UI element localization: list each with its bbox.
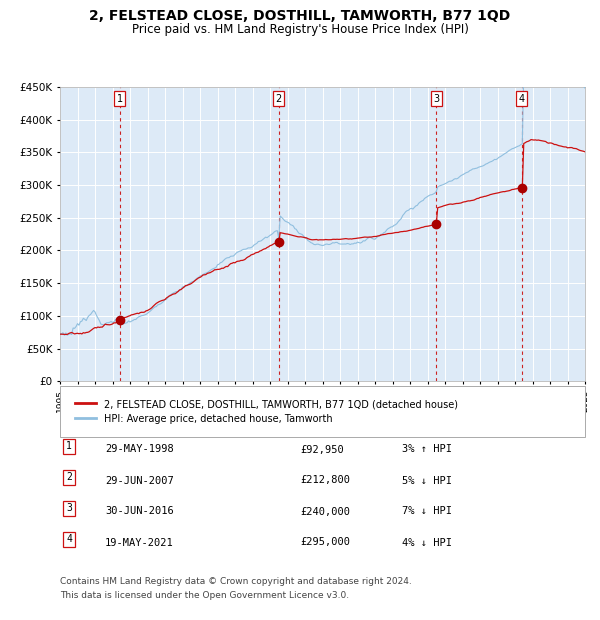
Text: 3% ↑ HPI: 3% ↑ HPI — [402, 445, 452, 454]
Text: 29-JUN-2007: 29-JUN-2007 — [105, 476, 174, 485]
Text: 2, FELSTEAD CLOSE, DOSTHILL, TAMWORTH, B77 1QD: 2, FELSTEAD CLOSE, DOSTHILL, TAMWORTH, B… — [89, 9, 511, 24]
Text: 3: 3 — [66, 503, 72, 513]
Text: 4: 4 — [518, 94, 525, 104]
Text: 1: 1 — [116, 94, 123, 104]
Text: 7% ↓ HPI: 7% ↓ HPI — [402, 507, 452, 516]
Text: 3: 3 — [433, 94, 439, 104]
Text: 5% ↓ HPI: 5% ↓ HPI — [402, 476, 452, 485]
Text: 30-JUN-2016: 30-JUN-2016 — [105, 507, 174, 516]
Text: 29-MAY-1998: 29-MAY-1998 — [105, 445, 174, 454]
Text: £240,000: £240,000 — [300, 507, 350, 516]
Text: 2: 2 — [66, 472, 72, 482]
Text: £212,800: £212,800 — [300, 476, 350, 485]
Text: 1: 1 — [66, 441, 72, 451]
Text: £295,000: £295,000 — [300, 538, 350, 547]
Text: Contains HM Land Registry data © Crown copyright and database right 2024.: Contains HM Land Registry data © Crown c… — [60, 577, 412, 586]
Text: This data is licensed under the Open Government Licence v3.0.: This data is licensed under the Open Gov… — [60, 591, 349, 600]
Text: 2: 2 — [275, 94, 281, 104]
Text: 4: 4 — [66, 534, 72, 544]
Text: 19-MAY-2021: 19-MAY-2021 — [105, 538, 174, 547]
Text: 4% ↓ HPI: 4% ↓ HPI — [402, 538, 452, 547]
Legend: 2, FELSTEAD CLOSE, DOSTHILL, TAMWORTH, B77 1QD (detached house), HPI: Average pr: 2, FELSTEAD CLOSE, DOSTHILL, TAMWORTH, B… — [70, 394, 463, 429]
Text: £92,950: £92,950 — [300, 445, 344, 454]
FancyBboxPatch shape — [60, 386, 585, 437]
Text: Price paid vs. HM Land Registry's House Price Index (HPI): Price paid vs. HM Land Registry's House … — [131, 23, 469, 36]
